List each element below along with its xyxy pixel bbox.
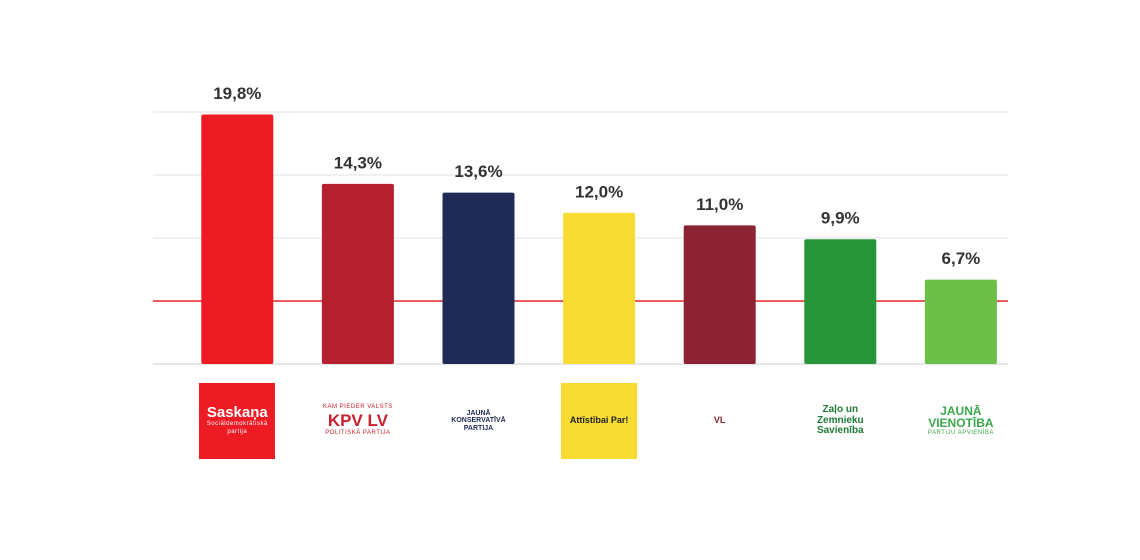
party-logo: Attīstībai Par! bbox=[561, 383, 638, 459]
value-label: 11,0% bbox=[696, 195, 743, 214]
value-label: 14,3% bbox=[334, 153, 382, 172]
party-logo: Zaļo un Zemnieku Savienība bbox=[802, 383, 879, 459]
party-logo: VL bbox=[681, 383, 758, 459]
category-label: JAUNĀ VIENOTĪBA bbox=[928, 403, 994, 431]
bar bbox=[201, 114, 274, 365]
category-label: Saskaņa bbox=[206, 404, 268, 422]
bar bbox=[683, 225, 756, 364]
logo-note: KAM PIEDER VALSTS bbox=[323, 404, 393, 411]
category-label: VL bbox=[713, 415, 726, 426]
bar bbox=[804, 239, 877, 364]
bar bbox=[563, 212, 636, 364]
value-label: 9,9% bbox=[821, 209, 860, 228]
value-label: 13,6% bbox=[454, 162, 502, 181]
logo-note: POLITISKĀ PARTIJA bbox=[325, 429, 391, 436]
party-logo: KAM PIEDER VALSTS KPV LV POLITISKĀ PARTIJA bbox=[319, 383, 396, 459]
party-logo: JAUNĀ KONSERVATĪVĀ PARTIJA bbox=[440, 383, 517, 459]
bar bbox=[442, 192, 515, 364]
category-label: Zaļo un Zemnieku Savienība bbox=[816, 404, 864, 437]
value-label: 6,7% bbox=[942, 249, 981, 268]
category-label: JAUNĀ KONSERVATĪVĀ PARTIJA bbox=[451, 409, 506, 432]
value-label: 12,0% bbox=[575, 182, 623, 201]
party-logo: JAUNĀ VIENOTĪBA PARTIJU APVIENĪBA bbox=[922, 383, 999, 459]
bar bbox=[924, 279, 997, 364]
party-logo: Saskaņa Sociāldemokrātiskā partija bbox=[199, 383, 276, 459]
bar bbox=[321, 183, 394, 364]
category-label: Attīstībai Par! bbox=[569, 415, 629, 426]
value-label: 19,8% bbox=[213, 84, 261, 103]
logo-note: PARTIJU APVIENĪBA bbox=[927, 429, 994, 436]
logo-note: Sociāldemokrātiskā partija bbox=[206, 421, 268, 435]
category-label: KPV LV bbox=[327, 411, 388, 431]
